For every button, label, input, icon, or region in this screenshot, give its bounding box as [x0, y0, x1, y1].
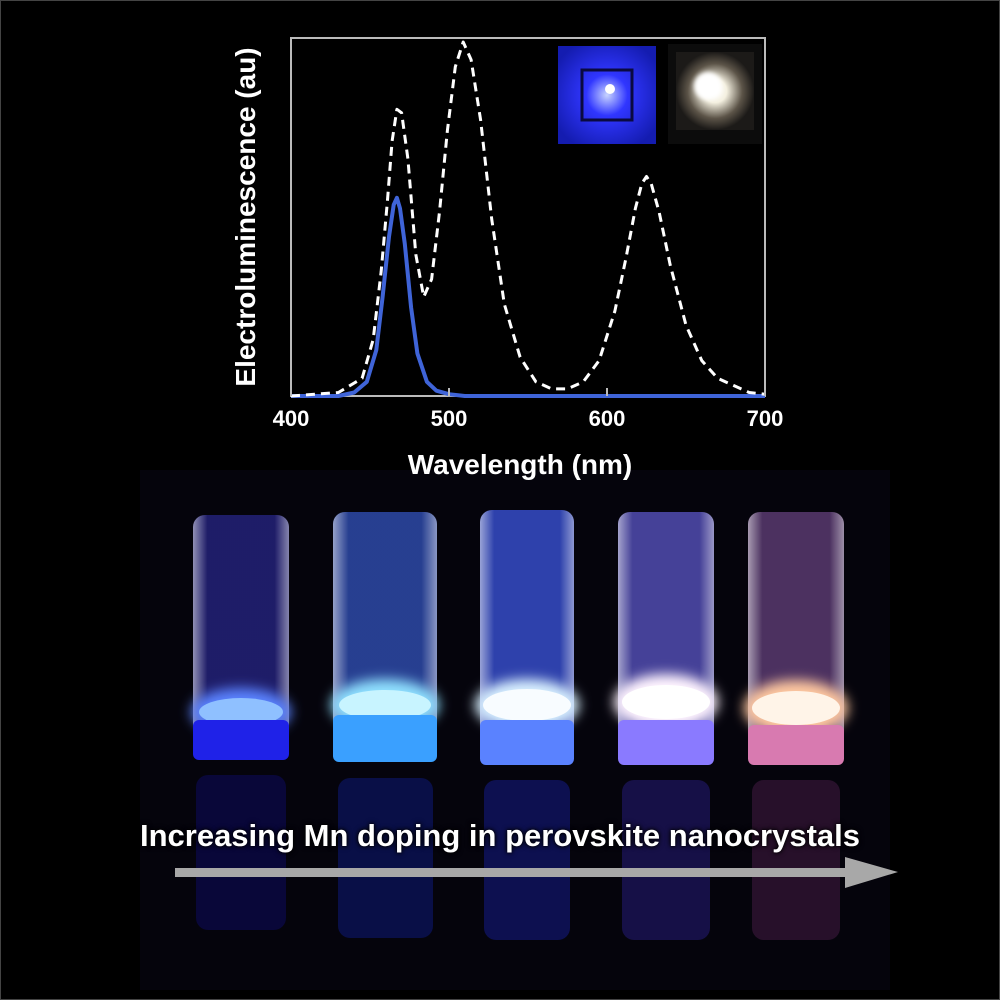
vial-4: [614, 512, 718, 940]
x-tick-label-600: 600: [589, 406, 626, 431]
y-axis-label: Electroluminescence (au): [230, 47, 261, 386]
inset-blue-device: [558, 46, 656, 144]
vial-3: [475, 510, 579, 940]
vial-2: [331, 512, 439, 938]
vial-photo: [191, 510, 848, 940]
series-line-dashed: [290, 40, 766, 398]
vial-5: [744, 512, 848, 940]
x-tick-label-400: 400: [273, 406, 310, 431]
x-axis-label: Wavelength (nm): [408, 449, 633, 480]
inset-white-device: [668, 44, 762, 144]
doping-arrow: [175, 857, 898, 888]
figure-caption: Increasing Mn doping in perovskite nanoc…: [139, 818, 861, 853]
series-line-solid: [291, 195, 765, 398]
x-tick-label-700: 700: [747, 406, 784, 431]
x-tick-label-500: 500: [431, 406, 468, 431]
vial-1: [191, 515, 291, 930]
